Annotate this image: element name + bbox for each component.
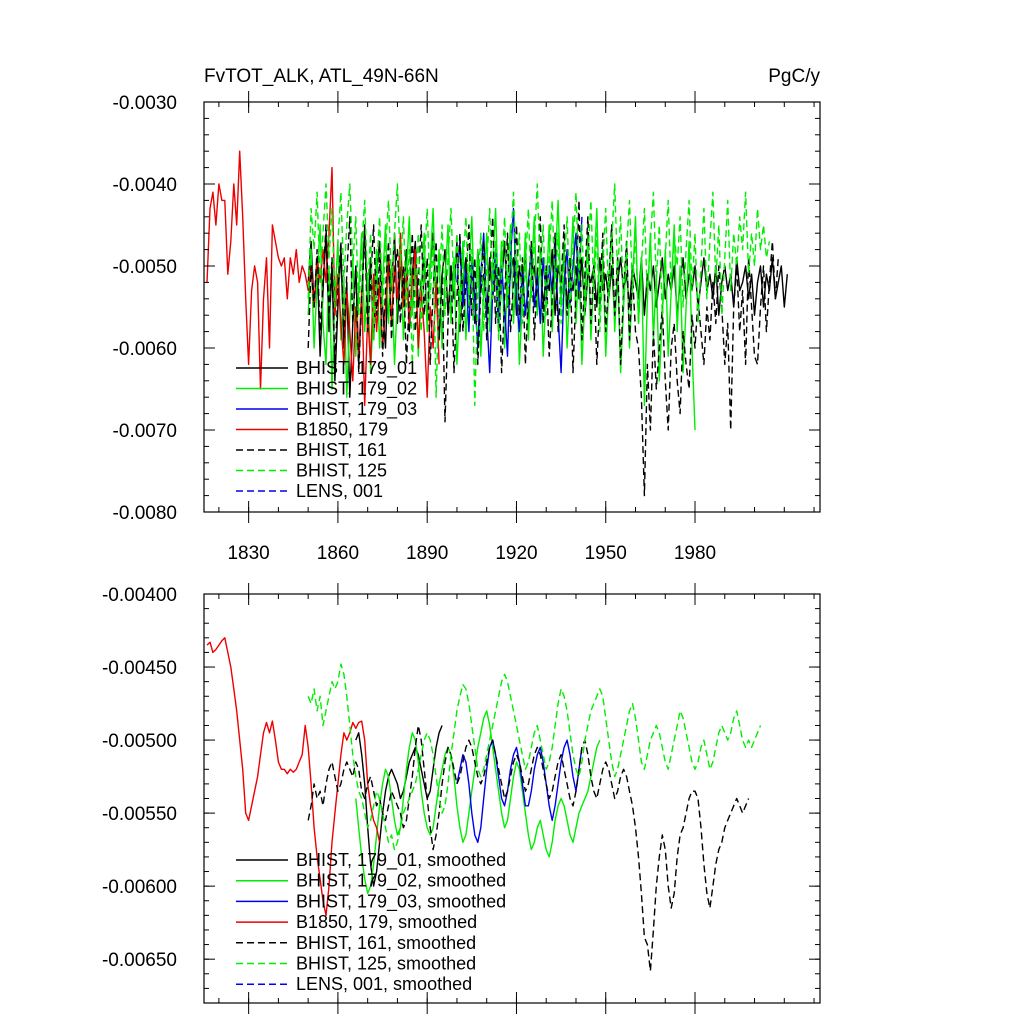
bottom-legend-label-4: BHIST, 161, smoothed — [296, 933, 476, 953]
top-ytick-label-0: -0.0030 — [113, 93, 177, 114]
bottom-axes: -0.00400 -0.00450 -0.00500 -0.00550 -0.00600… — [102, 583, 821, 1014]
bottom-series-line-2 — [456, 739, 583, 843]
top-legend-label-0: BHIST, 179_01 — [296, 358, 417, 379]
top-series-line-5 — [307, 183, 771, 407]
bottom-series-group — [206, 637, 762, 972]
top-title-right: PgC/y — [768, 66, 820, 87]
top-plot-frame — [203, 101, 821, 513]
top-xtick-label-3: 1920 — [495, 543, 537, 564]
bottom-legend-label-2: BHIST, 179_03, smoothed — [296, 891, 506, 912]
top-ytick-label-4: -0.0070 — [113, 421, 177, 442]
top-legend-label-3: B1850, 179 — [296, 420, 388, 440]
bottom-ytick-label-0: -0.00400 — [102, 585, 177, 606]
top-legend-label-6: LENS, 001 — [296, 481, 383, 501]
top-series-line-3 — [206, 150, 440, 407]
top-series-group — [206, 150, 788, 497]
top-legend-label-2: BHIST, 179_03 — [296, 399, 417, 420]
bottom-ytick-label-2: -0.00500 — [102, 731, 177, 752]
top-legend-label-1: BHIST, 179_02 — [296, 379, 417, 400]
top-xtick-label-1: 1860 — [317, 543, 359, 564]
top-xtick-label-2: 1890 — [406, 543, 448, 564]
top-ytick-label-3: -0.0060 — [113, 339, 177, 360]
top-legend-label-4: BHIST, 161 — [296, 440, 387, 460]
bottom-ytick-label-5: -0.00650 — [102, 950, 177, 971]
top-axes: -0.0030 -0.0040 -0.0050 -0.0060 -0.0070 -0.00… — [113, 91, 821, 564]
top-ytick-label-5: -0.0080 — [113, 503, 177, 524]
bottom-series-line-4 — [307, 724, 750, 972]
bottom-legend-label-0: BHIST, 179_01, smoothed — [296, 850, 506, 871]
bottom-series-line-1 — [355, 710, 601, 895]
bottom-ytick-label-3: -0.00550 — [102, 804, 177, 825]
bottom-series-line-5 — [307, 663, 762, 851]
top-panel: FvTOT_ALK, ATL_49N-66N PgC/y BHIST, 179_… — [113, 66, 821, 564]
top-xtick-label-5: 1980 — [674, 543, 716, 564]
bottom-legend-label-5: BHIST, 125, smoothed — [296, 954, 476, 974]
top-xtick-label-4: 1950 — [585, 543, 627, 564]
bottom-legend-label-6: LENS, 001, smoothed — [296, 974, 472, 994]
top-ytick-label-1: -0.0040 — [113, 175, 177, 196]
bottom-ytick-label-4: -0.00600 — [102, 877, 177, 898]
top-title-left: FvTOT_ALK, ATL_49N-66N — [204, 66, 439, 87]
bottom-legend-label-3: B1850, 179, smoothed — [296, 912, 477, 932]
bottom-ytick-label-1: -0.00450 — [102, 658, 177, 679]
top-legend-label-5: BHIST, 125 — [296, 461, 387, 481]
top-ytick-label-2: -0.0050 — [113, 257, 177, 278]
top-series-line-2 — [456, 207, 583, 374]
bottom-legend-label-1: BHIST, 179_02, smoothed — [296, 871, 506, 892]
top-series-line-4 — [307, 199, 779, 497]
top-xtick-label-0: 1830 — [227, 543, 269, 564]
